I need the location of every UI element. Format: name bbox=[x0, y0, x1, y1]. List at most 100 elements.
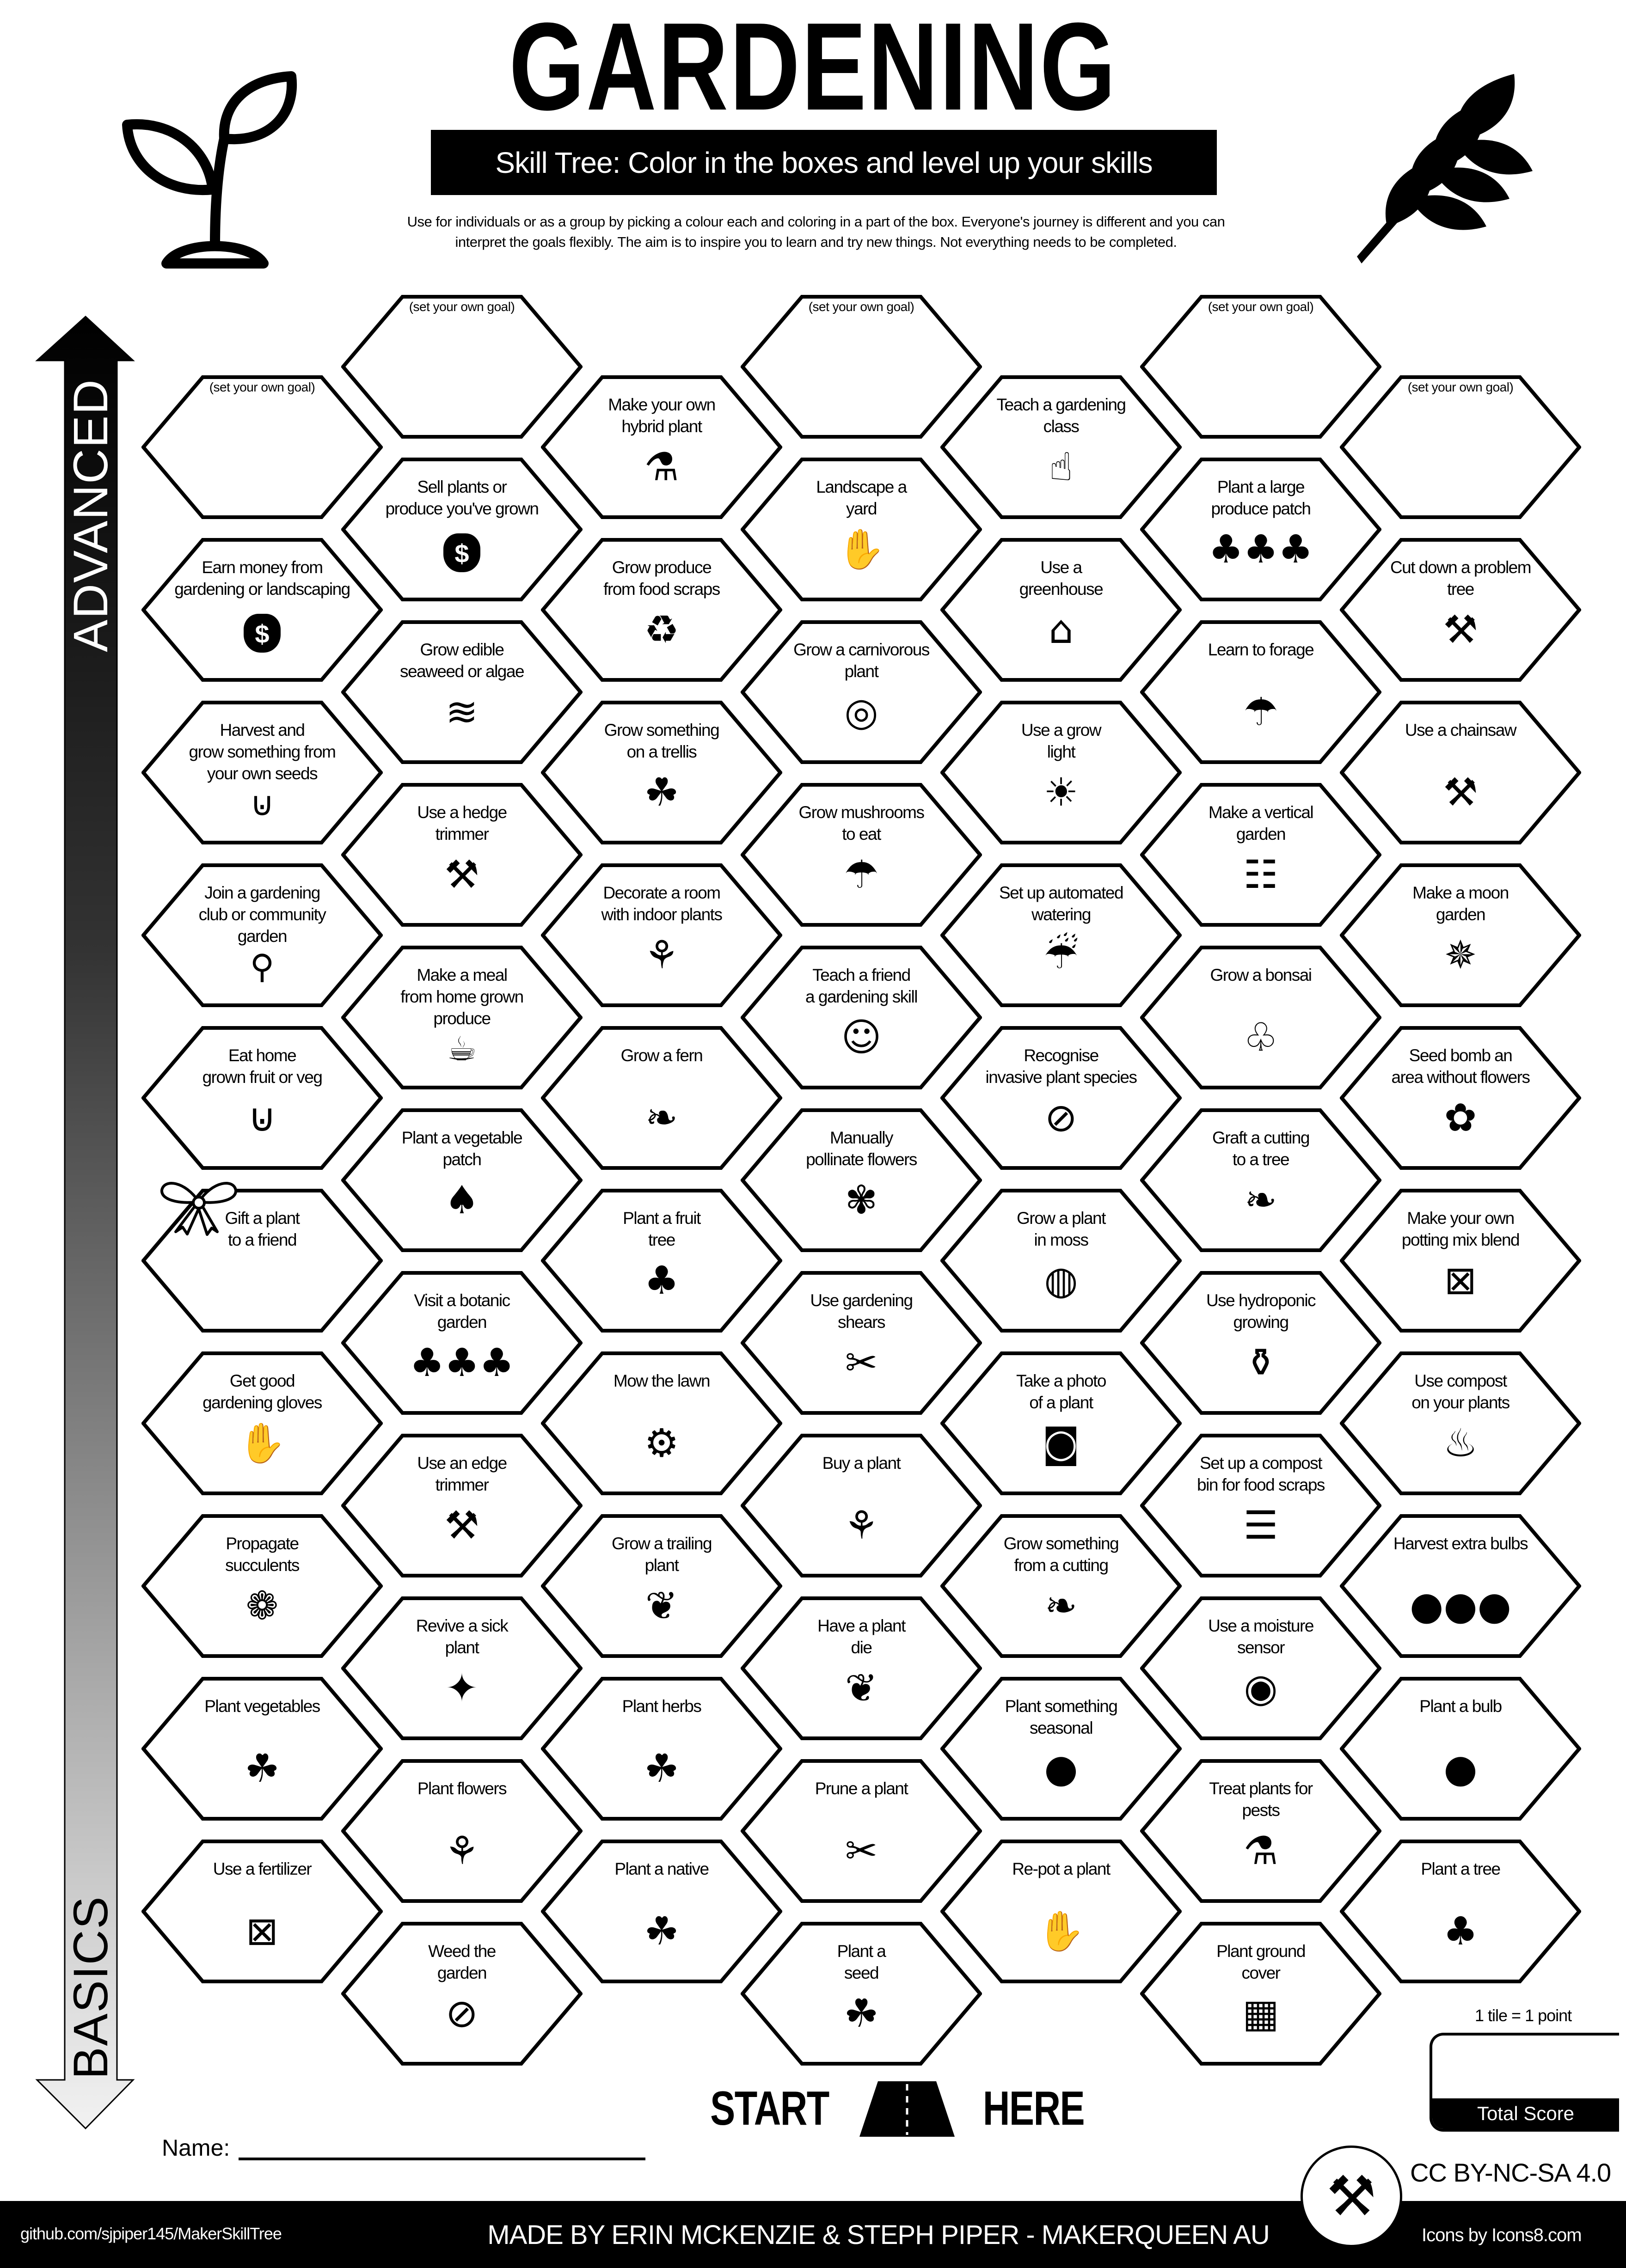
hex-tile[interactable]: Grow a fern ❧ bbox=[541, 1026, 782, 1170]
total-score-box[interactable]: Total Score bbox=[1430, 2033, 1619, 2132]
hex-tile[interactable]: Get good gardening gloves ✋ bbox=[141, 1351, 383, 1495]
hex-tile[interactable]: Teach a gardening class ☝ bbox=[940, 375, 1182, 519]
hex-tile[interactable]: Use a chainsaw ⚒ bbox=[1340, 700, 1581, 844]
hex-tile[interactable]: Use a hedge trimmer ⚒ bbox=[341, 782, 583, 927]
hex-tile[interactable]: Re-pot a plant ✋ bbox=[940, 1839, 1182, 1983]
hex-tile[interactable]: Weed the garden ⊘ bbox=[341, 1921, 583, 2066]
hex-tile[interactable]: Use hydroponic growing ⚱ bbox=[1140, 1271, 1381, 1415]
hex-outline bbox=[1140, 1433, 1381, 1577]
hex-label: Plant a vegetable patch bbox=[401, 1128, 523, 1169]
hex-tile[interactable]: Grow edible seaweed or algae ≋ bbox=[341, 620, 583, 764]
hex-tile[interactable]: Revive a sick plant ✦ bbox=[341, 1596, 583, 1740]
hex-outline bbox=[541, 700, 782, 844]
hex-tile[interactable]: Use a grow light ☀ bbox=[940, 700, 1182, 844]
hex-tile[interactable]: Decorate a room with indoor plants ⚘ bbox=[541, 863, 782, 1007]
hex-outline bbox=[141, 1676, 383, 1821]
seedling-icon: ☘ bbox=[844, 1990, 879, 2036]
hex-tile[interactable]: Sell plants or produce you've grown $ bbox=[341, 457, 583, 601]
hex-tile[interactable]: Grow a trailing plant ❦ bbox=[541, 1514, 782, 1658]
hex-tile[interactable]: Earn money from gardening or landscaping… bbox=[141, 538, 383, 682]
hex-tile[interactable]: Mow the lawn ⚙ bbox=[541, 1351, 782, 1495]
hex-tile[interactable]: Teach a friend a gardening skill ☺ bbox=[741, 945, 982, 1089]
hex-tile[interactable]: Plant a fruit tree ♣ bbox=[541, 1188, 782, 1333]
hex-label: Sell plants or produce you've grown bbox=[385, 477, 539, 518]
hex-outline bbox=[141, 375, 383, 519]
hex-tile-own-goal[interactable]: (set your own goal) bbox=[1340, 375, 1581, 519]
hex-tile[interactable]: Grow produce from food scraps ♻ bbox=[541, 538, 782, 682]
hex-tile[interactable]: Plant a vegetable patch ♠ bbox=[341, 1108, 583, 1252]
indoor-plant-icon: ⚘ bbox=[644, 932, 679, 978]
hex-tile[interactable]: Make a vertical garden ☷ bbox=[1140, 782, 1381, 927]
compost-icon: ♨ bbox=[1443, 1420, 1478, 1466]
hex-tile[interactable]: Grow a carnivorous plant ◎ bbox=[741, 620, 982, 764]
hex-tile[interactable]: Treat plants for pests ⚗ bbox=[1140, 1759, 1381, 1903]
hex-tile[interactable]: Seed bomb an area without flowers ✿ bbox=[1340, 1026, 1581, 1170]
github-link[interactable]: github.com/sjpiper145/MakerSkillTree bbox=[20, 2224, 282, 2243]
compost-bin-icon: ☰ bbox=[1243, 1502, 1278, 1548]
hex-tile[interactable]: Plant a native ☘ bbox=[541, 1839, 782, 1983]
hex-tile-own-goal[interactable]: (set your own goal) bbox=[1140, 294, 1381, 439]
hex-tile[interactable]: Visit a botanic garden ♣♣♣ bbox=[341, 1271, 583, 1415]
hex-outline bbox=[1340, 1514, 1581, 1658]
hex-tile[interactable]: Join a gardening club or community garde… bbox=[141, 863, 383, 1007]
hex-tile[interactable]: Landscape a yard ✋ bbox=[741, 457, 982, 601]
hex-tile[interactable]: Graft a cutting to a tree ❧ bbox=[1140, 1108, 1381, 1252]
hex-tile[interactable]: Set up automated watering ☔ bbox=[940, 863, 1182, 1007]
hex-tile[interactable]: Buy a plant ⚘ bbox=[741, 1433, 982, 1577]
hex-tile[interactable]: Grow a bonsai ♧ bbox=[1140, 945, 1381, 1089]
hex-label: Plant a large produce patch bbox=[1211, 477, 1311, 518]
start-here: START HERE bbox=[693, 2080, 1098, 2138]
hex-label: Recognise invasive plant species bbox=[985, 1045, 1137, 1087]
spray-bottle-icon: ⚗ bbox=[1243, 1828, 1278, 1873]
hex-tile[interactable]: Have a plant die ❦ bbox=[741, 1596, 982, 1740]
hex-tile[interactable]: Plant a seed ☘ bbox=[741, 1921, 982, 2066]
hex-outline bbox=[541, 1026, 782, 1170]
hex-tile[interactable]: Use gardening shears ✂ bbox=[741, 1271, 982, 1415]
hex-tile[interactable]: Plant something seasonal ● bbox=[940, 1676, 1182, 1821]
hex-tile[interactable]: Make your own hybrid plant ⚗ bbox=[541, 375, 782, 519]
hex-tile[interactable]: Plant vegetables ☘ bbox=[141, 1676, 383, 1821]
hex-tile[interactable]: Harvest and grow something from your own… bbox=[141, 700, 383, 844]
hex-tile-own-goal[interactable]: (set your own goal) bbox=[141, 375, 383, 519]
hex-tile[interactable]: Grow a plant in moss ◍ bbox=[940, 1188, 1182, 1333]
hex-tile[interactable]: Make a meal from home grown produce ☕ bbox=[341, 945, 583, 1089]
hex-tile[interactable]: Propagate succulents ❁ bbox=[141, 1514, 383, 1658]
hex-tile[interactable]: Make your own potting mix blend ⊠ bbox=[1340, 1188, 1581, 1333]
hex-tile[interactable]: Plant ground cover ▦ bbox=[1140, 1921, 1381, 2066]
hex-tile[interactable]: Use a moisture sensor ◉ bbox=[1140, 1596, 1381, 1740]
hex-tile[interactable]: Use compost on your plants ♨ bbox=[1340, 1351, 1581, 1495]
name-input-line[interactable] bbox=[239, 2158, 645, 2160]
hex-tile[interactable]: Take a photo of a plant ◙ bbox=[940, 1351, 1182, 1495]
hex-tile[interactable]: Use a greenhouse ⌂ bbox=[940, 538, 1182, 682]
hex-tile[interactable]: Grow something from a cutting ❧ bbox=[940, 1514, 1182, 1658]
moss-ball-icon: ◍ bbox=[1044, 1257, 1078, 1303]
hex-tile[interactable]: Use a fertilizer ⊠ bbox=[141, 1839, 383, 1983]
hex-tile-own-goal[interactable]: (set your own goal) bbox=[741, 294, 982, 439]
hex-tile[interactable]: Learn to forage ☂ bbox=[1140, 620, 1381, 764]
hex-tile[interactable]: Plant a large produce patch ♣♣♣ bbox=[1140, 457, 1381, 601]
hex-label: (set your own goal) bbox=[1407, 379, 1514, 394]
hex-tile[interactable]: Harvest extra bulbs ●●● bbox=[1340, 1514, 1581, 1658]
hex-tile[interactable]: Plant a bulb ● bbox=[1340, 1676, 1581, 1821]
hex-tile[interactable]: Recognise invasive plant species ⊘ bbox=[940, 1026, 1182, 1170]
hex-tile[interactable]: Set up a compost bin for food scraps ☰ bbox=[1140, 1433, 1381, 1577]
hex-tile[interactable]: Use an edge trimmer ⚒ bbox=[341, 1433, 583, 1577]
hex-outline bbox=[1340, 1351, 1581, 1495]
hex-tile[interactable]: Eat home grown fruit or veg ⊍ bbox=[141, 1026, 383, 1170]
hex-tile[interactable]: Plant flowers ⚘ bbox=[341, 1759, 583, 1903]
pruner-icon: ✂ bbox=[845, 1828, 878, 1873]
hex-label: Use a grow light bbox=[1021, 720, 1102, 761]
hex-label: Plant a native bbox=[614, 1859, 709, 1878]
hex-tile[interactable]: Plant herbs ☘ bbox=[541, 1676, 782, 1821]
hex-tile[interactable]: Prune a plant ✂ bbox=[741, 1759, 982, 1903]
hex-tile[interactable]: Grow something on a trellis ☘ bbox=[541, 700, 782, 844]
hex-tile[interactable]: Manually pollinate flowers ✾ bbox=[741, 1108, 982, 1252]
subtitle: Skill Tree: Color in the boxes and level… bbox=[495, 146, 1153, 179]
hex-label: Grow mushrooms to eat bbox=[798, 802, 925, 844]
hex-tile[interactable]: Grow mushrooms to eat ☂ bbox=[741, 782, 982, 927]
hex-tile-own-goal[interactable]: (set your own goal) bbox=[341, 294, 583, 439]
hex-label: Mow the lawn bbox=[613, 1371, 711, 1390]
hex-tile[interactable]: Cut down a problem tree ⚒ bbox=[1340, 538, 1581, 682]
hex-tile[interactable]: Plant a tree ♣ bbox=[1340, 1839, 1581, 1983]
hex-tile[interactable]: Make a moon garden ✵ bbox=[1340, 863, 1581, 1007]
